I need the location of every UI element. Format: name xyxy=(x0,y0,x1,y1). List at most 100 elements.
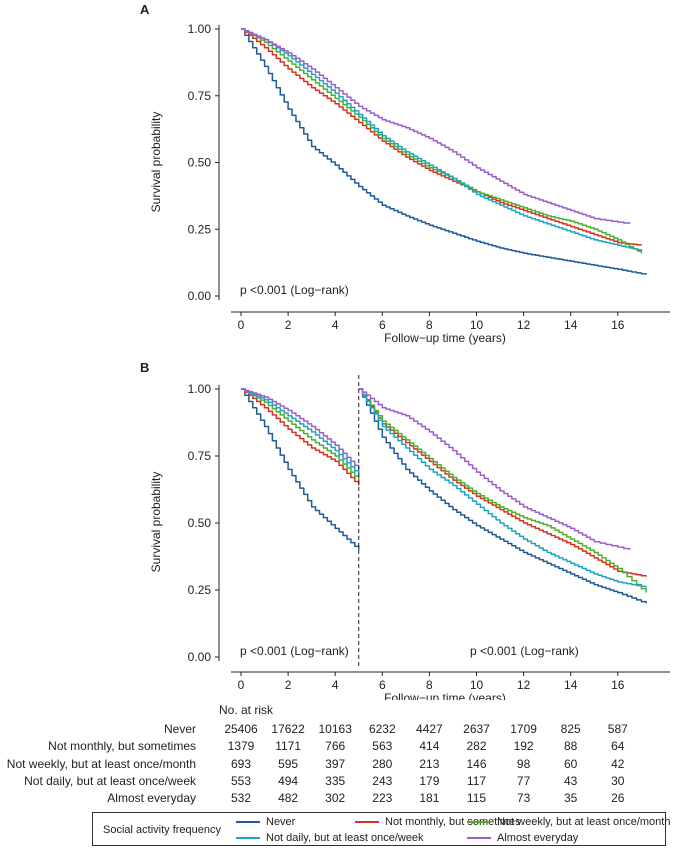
risk-cell: 179 xyxy=(419,773,440,788)
risk-cell: 1171 xyxy=(275,739,301,754)
x-tick-label: 12 xyxy=(517,318,531,332)
legend-swatch xyxy=(355,821,379,824)
panel-a-curves xyxy=(241,28,647,275)
risk-cell: 595 xyxy=(278,756,299,771)
x-tick-label: 0 xyxy=(238,318,245,332)
panel-b-xlabel: Follow−up time (years) xyxy=(384,691,506,700)
panel-b-yticks: 0.00 0.25 0.50 0.75 1.00 xyxy=(188,382,219,664)
legend-label: Not weekly, but at least once/month xyxy=(497,816,671,828)
risk-cell: 213 xyxy=(419,756,440,771)
legend-item: Not weekly, but at least once/month xyxy=(467,816,670,828)
panel-a: A Survival probability Follow−up time (y… xyxy=(140,2,670,345)
survival-curve-not-daily-but-at-least-once-week xyxy=(241,28,643,251)
risk-cell: 397 xyxy=(325,756,346,771)
x-tick-label: 6 xyxy=(379,678,386,692)
x-tick-label: 6 xyxy=(379,318,386,332)
risk-cell: 192 xyxy=(513,739,534,754)
risk-row-label: Almost everyday xyxy=(107,791,196,806)
legend-swatch xyxy=(467,837,491,840)
risk-cell: 282 xyxy=(466,739,487,754)
risk-cell: 1709 xyxy=(510,722,537,736)
survival-curve-not-daily-but-at-least-once-week xyxy=(241,388,647,588)
risk-cell: 60 xyxy=(564,756,578,771)
risk-row: Never 25406 17622 10163 6232 4427 2637 1709 825 5… xyxy=(0,722,684,740)
risk-cell: 825 xyxy=(560,722,581,736)
risk-cell: 223 xyxy=(372,791,393,806)
legend-item: Not daily, but at least once/week xyxy=(236,832,424,844)
risk-cell: 302 xyxy=(325,791,346,806)
panel-a-xlabel: Follow−up time (years) xyxy=(384,331,506,345)
risk-cell: 64 xyxy=(611,739,625,754)
y-tick-label: 0.00 xyxy=(188,650,212,664)
y-tick-label: 0.75 xyxy=(188,89,212,103)
risk-cell: 146 xyxy=(466,756,487,771)
x-tick-label: 10 xyxy=(470,318,484,332)
y-tick-label: 0.25 xyxy=(188,222,212,236)
risk-row: Almost everyday 532 482 302 223 181 115 73 35 26 xyxy=(0,791,684,809)
survival-curve-not-weekly-but-at-least-once-month xyxy=(241,388,647,593)
x-tick-label: 8 xyxy=(426,318,433,332)
panel-a-letter: A xyxy=(140,2,150,17)
legend: Social activity frequency Never Not month… xyxy=(92,812,670,846)
legend-item: Not monthly, but sometimes xyxy=(355,816,521,828)
panel-b-pvalue-left: p <0.001 (Log−rank) xyxy=(240,644,349,658)
legend-swatch xyxy=(236,821,260,824)
y-tick-label: 0.50 xyxy=(188,156,212,170)
risk-cell: 98 xyxy=(516,756,531,771)
risk-cell: 73 xyxy=(516,791,531,806)
risk-cell: 181 xyxy=(419,791,440,806)
risk-cell: 2637 xyxy=(463,722,490,736)
panel-b-ylabel: Survival probability xyxy=(149,472,163,573)
y-tick-label: 0.75 xyxy=(188,449,212,463)
risk-row-label: Not weekly, but at least once/month xyxy=(6,756,196,771)
risk-cell: 553 xyxy=(230,773,252,788)
x-tick-label: 4 xyxy=(332,318,339,332)
legend-label: Not daily, but at least once/week xyxy=(266,832,424,844)
risk-cell: 25406 xyxy=(224,722,258,736)
survival-curve-almost-everyday xyxy=(241,28,631,224)
x-tick-label: 12 xyxy=(517,678,531,692)
y-tick-label: 0.00 xyxy=(188,289,212,303)
legend-swatch xyxy=(236,837,260,840)
risk-cell: 30 xyxy=(611,773,625,788)
risk-cell: 117 xyxy=(466,773,487,788)
x-tick-label: 0 xyxy=(238,678,245,692)
y-tick-label: 0.25 xyxy=(188,583,212,597)
survival-curve-almost-everyday xyxy=(241,388,631,550)
x-tick-label: 8 xyxy=(426,678,433,692)
legend-label: Never xyxy=(266,816,296,828)
risk-cell: 6232 xyxy=(368,722,396,736)
legend-title: Social activity frequency xyxy=(103,824,221,836)
panel-b-letter: B xyxy=(140,360,149,375)
risk-cell: 414 xyxy=(419,739,440,754)
survival-curve-never xyxy=(241,388,647,604)
risk-cell: 280 xyxy=(372,756,393,771)
panel-a-ylabel: Survival probability xyxy=(149,112,163,213)
y-tick-label: 1.00 xyxy=(188,22,212,36)
risk-cell: 77 xyxy=(516,773,531,788)
x-tick-label: 14 xyxy=(564,318,578,332)
risk-row: Not daily, but at least once/week 553 494 3… xyxy=(0,774,684,792)
x-tick-label: 10 xyxy=(470,678,484,692)
panel-b: B Survival probability Follow−up time (y… xyxy=(140,360,670,700)
risk-cell: 494 xyxy=(278,773,299,788)
x-tick-label: 14 xyxy=(564,678,578,692)
x-tick-label: 16 xyxy=(611,678,625,692)
risk-cell: 43 xyxy=(564,773,578,788)
risk-cell: 766 xyxy=(325,739,346,754)
risk-row: Not weekly, but at least once/month 693 59… xyxy=(0,757,684,775)
legend-label: Almost everyday xyxy=(497,832,579,844)
panel-b-curves xyxy=(241,388,647,604)
survival-curve-not-weekly-but-at-least-once-month xyxy=(241,28,643,254)
risk-row: Not monthly, but sometimes 1379 1171 766 563… xyxy=(0,739,684,757)
y-tick-label: 0.50 xyxy=(188,516,212,530)
risk-cell: 42 xyxy=(611,756,625,771)
survival-curve-not-monthly-but-sometimes xyxy=(241,388,647,577)
risk-cell: 88 xyxy=(564,739,578,754)
risk-cell: 335 xyxy=(325,773,346,788)
x-tick-label: 2 xyxy=(285,678,292,692)
panel-b-xticks: 0 2 4 6 8 10 12 14 16 xyxy=(238,672,625,692)
legend-item: Never xyxy=(236,816,295,828)
x-tick-label: 4 xyxy=(332,678,339,692)
risk-cell: 482 xyxy=(278,791,299,806)
